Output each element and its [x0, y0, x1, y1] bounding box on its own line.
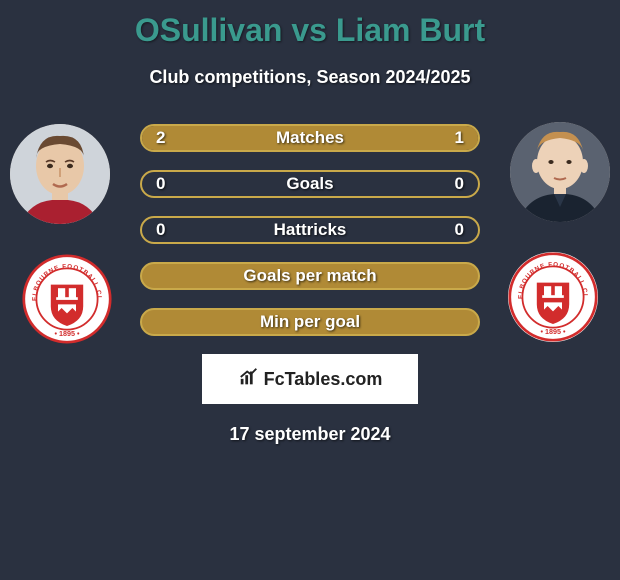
comparison-body: SHELBOURNE FOOTBALL CLUB • 1895 • SHELBO…	[0, 124, 620, 445]
stat-label: Matches	[142, 128, 478, 148]
player-left-crest: SHELBOURNE FOOTBALL CLUB • 1895 •	[22, 254, 112, 344]
comparison-subtitle: Club competitions, Season 2024/2025	[0, 67, 620, 88]
stat-right-value: 1	[455, 128, 464, 148]
player-right-crest: SHELBOURNE FOOTBALL CLUB • 1895 •	[508, 252, 598, 342]
stat-label: Hattricks	[142, 220, 478, 240]
stat-row-goals-per-match: Goals per match	[140, 262, 480, 290]
stat-row-min-per-goal: Min per goal	[140, 308, 480, 336]
source-logo: FcTables.com	[202, 354, 418, 404]
stat-label: Goals per match	[243, 266, 376, 286]
stat-label: Goals	[142, 174, 478, 194]
source-logo-text: FcTables.com	[264, 369, 383, 390]
player-right-avatar	[510, 122, 610, 222]
stat-row-matches: 2 Matches 1	[140, 124, 480, 152]
chart-icon	[238, 366, 260, 393]
stat-rows: 2 Matches 1 0 Goals 0 0 Hattricks 0 Goal…	[140, 124, 480, 336]
stat-right-value: 0	[455, 174, 464, 194]
stat-row-hattricks: 0 Hattricks 0	[140, 216, 480, 244]
stat-row-goals: 0 Goals 0	[140, 170, 480, 198]
infographic-date: 17 september 2024	[0, 424, 620, 445]
svg-text:• 1895 •: • 1895 •	[54, 329, 79, 338]
comparison-title: OSullivan vs Liam Burt	[0, 0, 620, 49]
infographic-root: OSullivan vs Liam Burt Club competitions…	[0, 0, 620, 580]
player-left-avatar	[10, 124, 110, 224]
stat-right-value: 0	[455, 220, 464, 240]
svg-text:• 1895 •: • 1895 •	[540, 327, 565, 336]
stat-label: Min per goal	[260, 312, 360, 332]
